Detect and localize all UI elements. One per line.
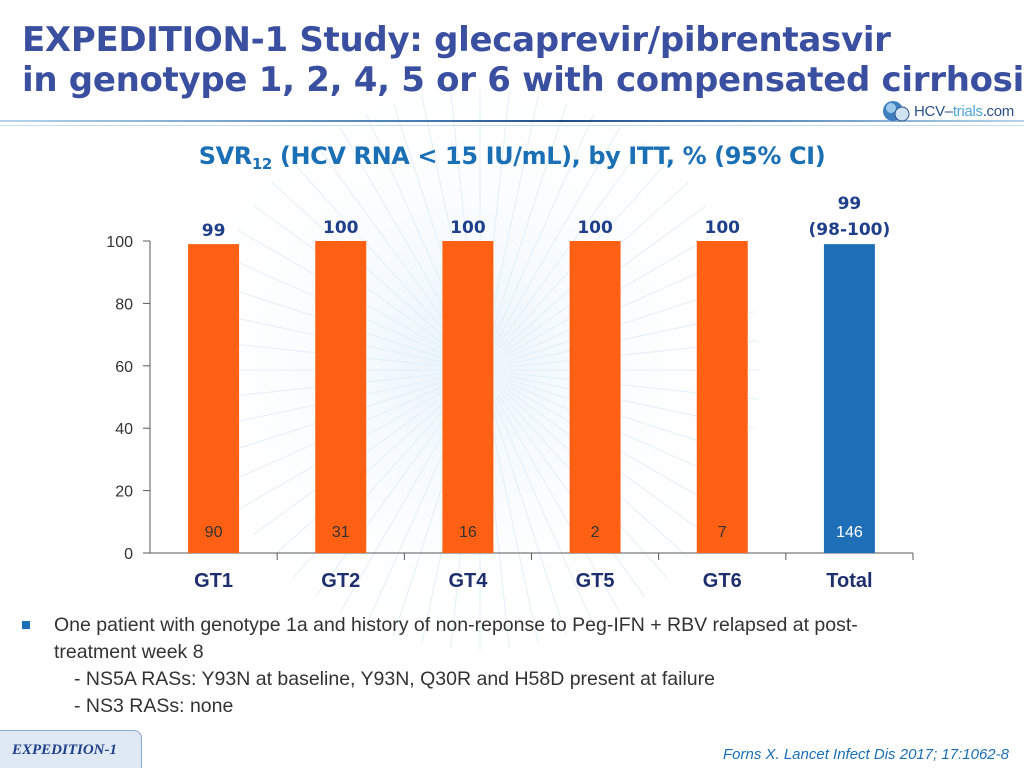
value-label: 100 [577,218,613,238]
study-tab: EXPEDITION-1 [0,730,142,768]
bullet-square-icon [22,621,30,629]
footnote-bullet: One patient with genotype 1a and history… [22,612,1007,720]
chart-title-subscript: 12 [251,155,272,173]
ci-label: (98-100) [809,220,891,240]
value-label: 100 [323,218,359,238]
chart-title-main: SVR [198,142,253,170]
category-label: GT6 [703,570,742,592]
value-label: 100 [705,218,741,238]
bullet-line-1: One patient with genotype 1a and history… [54,614,858,636]
title-line-1: EXPEDITION-1 Study: glecaprevir/pibrenta… [22,20,891,60]
y-tick-label: 100 [106,234,133,251]
citation: Forns X. Lancet Infect Dis 2017; 17:1062… [722,746,1009,763]
n-label: 31 [332,524,350,541]
n-label: 90 [205,524,223,541]
n-label: 16 [459,524,477,541]
title-line-2: in genotype 1, 2, 4, 5 or 6 with compens… [22,60,1024,100]
y-tick-label: 20 [115,484,133,501]
bar-total [823,244,875,553]
bar-gt6 [696,241,748,553]
header-rule-thin [0,125,1024,126]
n-label: 146 [836,524,863,541]
value-label: 99 [202,221,226,241]
value-label: 99 [838,194,862,214]
chart-title-rest: (HCV RNA < 15 IU/mL), by ITT, % (95% CI) [271,142,826,170]
y-tick-label: 60 [115,359,133,376]
bullet-line-2: treatment week 8 [54,641,204,663]
header-rule [0,120,1024,122]
hcv-trials-logo: HCV–trials.com [880,98,1014,124]
y-tick-label: 0 [124,546,133,563]
ns3-ras-note: - NS3 RASs: none [74,695,234,717]
bar-gt2 [315,241,367,553]
category-label: GT2 [321,570,360,592]
bar-gt5 [569,241,621,553]
bar-gt4 [442,241,494,553]
slide-title: EXPEDITION-1 Study: glecaprevir/pibrenta… [22,20,1024,100]
n-label: 2 [591,524,600,541]
logo-globe-icon [880,98,914,124]
category-label: GT4 [448,570,488,592]
ns5a-ras-note: - NS5A RASs: Y93N at baseline, Y93N, Q30… [74,668,715,690]
category-label: Total [826,570,872,592]
category-label: GT5 [576,570,615,592]
value-label: 100 [450,218,486,238]
y-tick-label: 80 [115,296,133,313]
logo-text: HCV–trials.com [914,102,1014,120]
y-tick-label: 40 [115,421,133,438]
bar-gt1 [188,244,240,553]
chart-title: SVR12 (HCV RNA < 15 IU/mL), by ITT, % (9… [0,142,1024,173]
n-label: 7 [718,524,727,541]
category-label: GT1 [194,570,233,592]
